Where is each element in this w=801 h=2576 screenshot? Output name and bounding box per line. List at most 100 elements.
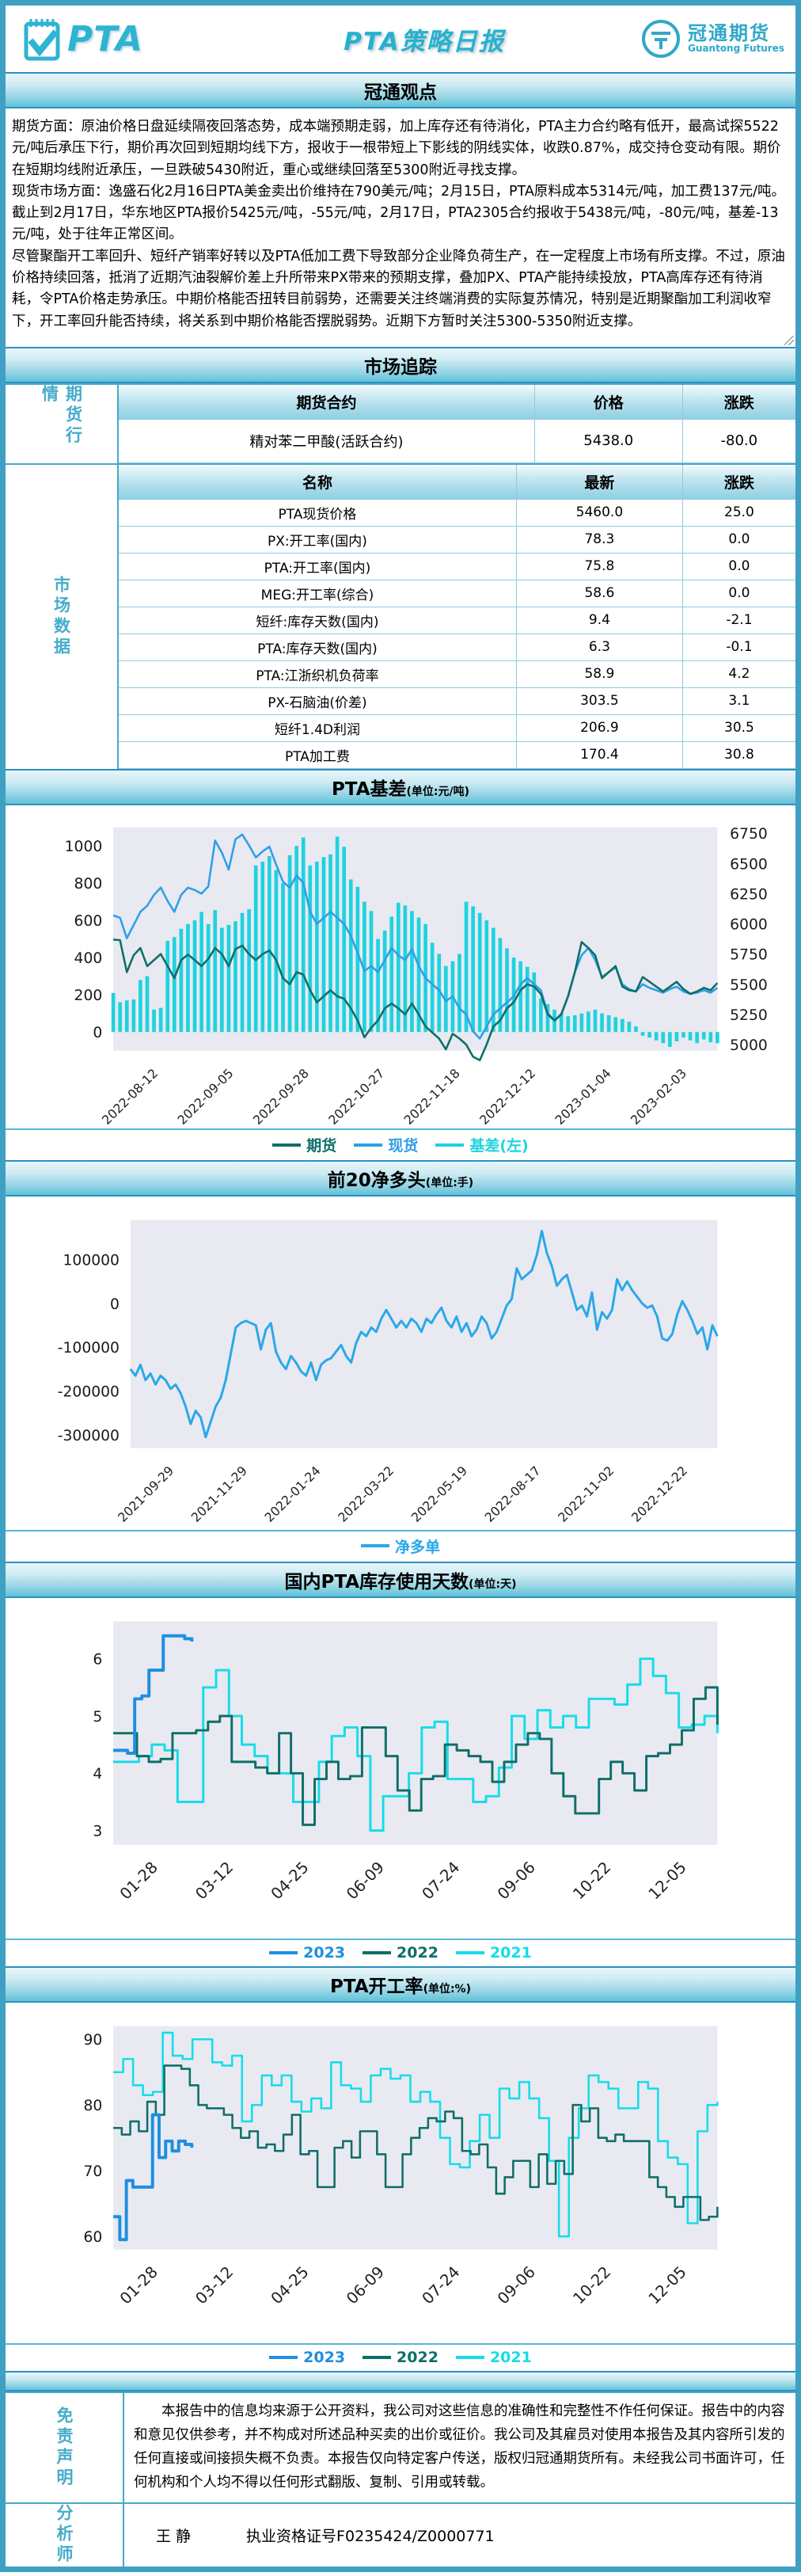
section-title: 冠通观点 [364,82,437,103]
svg-text:3: 3 [93,1823,102,1840]
analyst-label: 分析师 [55,2504,74,2566]
viewpoint-paragraph: 现货市场方面：逸盛石化2月16日PTA美金卖出价维持在790美元/吨；2月15日… [12,183,786,200]
pta-logo: PTA [17,14,262,63]
table-cell: 303.5 [515,687,683,715]
svg-text:5000: 5000 [730,1037,768,1054]
market-table-row: 市场数据 名称 最新 涨跌 PTA现货价格 5460.0 25.0 PX:开工率(国内) 78… [6,462,795,769]
legend-item: 净多单 [360,1535,440,1557]
table-cell: 58.9 [515,660,683,688]
legend-item: 2023 [269,1944,345,1961]
legend-line-swatch [354,1143,383,1147]
legend-line-swatch [363,1950,392,1954]
section-header-operating-rate: PTA开工率(单位:%) [6,1965,795,2003]
svg-text:2022-01-24: 2022-01-24 [261,1463,323,1525]
svg-text:10-22: 10-22 [570,2262,615,2308]
svg-text:2022-08-12: 2022-08-12 [99,1066,161,1128]
svg-text:10-22: 10-22 [570,1858,615,1903]
operating-rate-section: PTA开工率(单位:%) 60 70 80 90 01-28 03-12 04-25 06-09… [6,1965,795,2371]
svg-text:03-12: 03-12 [192,1858,237,1903]
legend-line-swatch [435,1143,465,1147]
table-cell: 4.2 [681,660,795,688]
svg-text:0: 0 [93,1025,102,1041]
svg-text:12-05: 12-05 [645,1858,690,1903]
svg-text:2021-11-29: 2021-11-29 [188,1463,250,1525]
table-cell: PX-石脑油(价差) [119,687,517,715]
svg-text:600: 600 [74,913,103,930]
legend-item: 2023 [269,2349,345,2366]
section-title: 市场追踪 [364,356,437,378]
legend-item: 2021 [455,1944,532,1961]
svg-text:06-09: 06-09 [343,1858,388,1903]
inventory-days-section: 国内PTA库存使用天数(单位:天) 3 4 5 6 01-28 03-12 04-25 06-0… [6,1561,795,1966]
svg-text:6: 6 [93,1651,102,1668]
legend-label: 净多单 [394,1538,440,1556]
svg-text:09-06: 09-06 [494,2262,539,2308]
legend-item: 2021 [455,2348,532,2366]
svg-text:04-25: 04-25 [268,2262,313,2308]
svg-text:1000: 1000 [65,839,103,855]
sidebar-market: 市场数据 [6,464,119,769]
viewpoint-text-area: 期货方面：原油价格日盘延续隔夜回落态势，成本端预期走弱，加上库存还有待消化，PT… [6,108,795,347]
column-header: 期货合约 [119,384,535,420]
svg-text:01-28: 01-28 [116,2262,161,2308]
brand-name-cn: 冠通期货 [688,22,771,45]
table-cell: 30.8 [681,740,795,769]
svg-text:2022-11-18: 2022-11-18 [401,1066,463,1128]
svg-text:6250: 6250 [730,886,768,903]
table-cell: PTA现货价格 [119,498,517,527]
svg-text:6750: 6750 [730,826,768,843]
table-cell: 30.5 [681,713,795,742]
disclaimer-text: 本报告中的信息均来源于公开资料，我公司对这些信息的准确性和完整性不作任何保证。报… [134,2403,785,2490]
market-table: 名称 最新 涨跌 PTA现货价格 5460.0 25.0 PX:开工率(国内) 78.3 0.0… [119,464,795,769]
svg-text:2022-09-28: 2022-09-28 [250,1066,312,1128]
pta-logo-text: PTA [67,18,143,59]
table-row: 精对苯二甲酸(活跃合约) 5438.0 -80.0 [119,418,795,463]
table-cell: 3.1 [681,687,795,715]
analyst-name: 王 静 [156,2527,192,2545]
svg-text:03-12: 03-12 [192,2262,237,2308]
inventory-days-legend: 2023 2022 2021 [6,1938,795,1966]
table-cell: 75.8 [515,552,683,580]
legend-item: 基差(左) [435,1134,529,1155]
svg-text:-300000: -300000 [58,1428,120,1444]
table-row: PX-石脑油(价差) 303.5 3.1 [119,687,795,715]
legend-line-swatch [455,2355,484,2359]
table-cell: PTA:库存天数(国内) [119,633,517,661]
legend-label: 基差(左) [469,1137,529,1155]
legend-line-swatch [363,2355,392,2359]
legend-line-swatch [269,2355,298,2359]
legend-label: 现货 [388,1137,419,1155]
table-cell: 78.3 [515,525,683,554]
basis-chart: 0 200 400 600 800 1000 5000 5250 5500 5750 6000 625… [6,805,795,1128]
svg-text:07-24: 07-24 [419,1858,464,1903]
svg-text:2022-05-19: 2022-05-19 [408,1463,470,1525]
sidebar-futures-label: 期货行情 [40,384,83,447]
legend-label: 2021 [489,2348,532,2366]
table-cell: 25.0 [681,498,795,527]
svg-text:100000: 100000 [63,1253,120,1269]
svg-text:2022-03-22: 2022-03-22 [335,1463,397,1525]
svg-text:200: 200 [74,987,103,1004]
table-cell: 0.0 [681,552,795,580]
chart-unit: (单位:手) [425,1177,474,1190]
divider-bar [6,2370,795,2391]
svg-text:2022-12-22: 2022-12-22 [628,1463,690,1525]
svg-text:2023-02-03: 2023-02-03 [628,1066,689,1128]
svg-text:-200000: -200000 [58,1384,120,1401]
analyst-cert: 执业资格证号F0235424/Z0000771 [246,2527,495,2545]
resize-handle[interactable] [784,335,794,345]
analyst-info: 王 静 执业资格证号F0235424/Z0000771 [124,2504,795,2566]
futures-table: 期货合约 价格 涨跌 精对苯二甲酸(活跃合约) 5438.0 -80.0 [119,384,795,463]
disclaimer-label: 免责声明 [55,2406,74,2489]
chart-title: 前20净多头 [327,1170,426,1192]
charts-root: PTA基差(单位:元/吨) 0 200 400 600 800 1000 5000 5250 55… [6,768,795,2371]
svg-text:6000: 6000 [730,917,768,934]
legend-item: 期货 [272,1134,336,1155]
legend-line-swatch [455,1950,484,1954]
table-cell: -0.1 [681,633,795,661]
svg-text:400: 400 [74,950,103,967]
net-long-chart: -300000 -200000 -100000 0 100000 2021-09-29 20… [6,1197,795,1529]
table-row: PTA加工费 170.4 30.8 [119,740,795,769]
table-cell: 206.9 [515,713,683,742]
